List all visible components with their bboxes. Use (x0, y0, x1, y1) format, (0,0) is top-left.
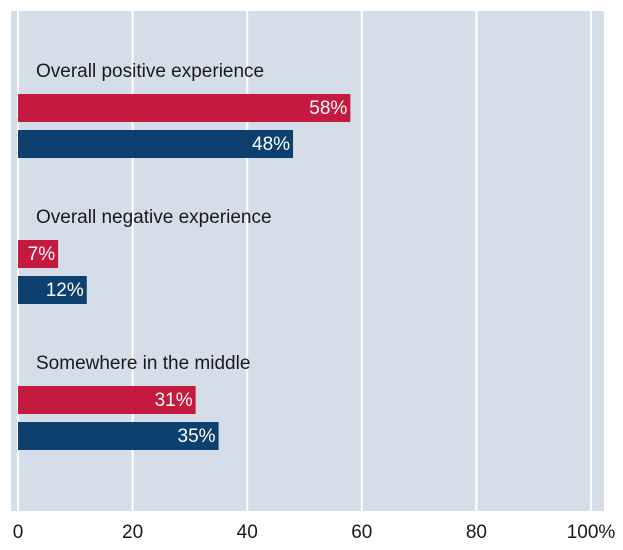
category-label: Overall positive experience (36, 61, 264, 82)
value-label: 48% (252, 134, 290, 155)
bar (18, 276, 87, 304)
category-label: Somewhere in the middle (36, 353, 250, 374)
value-label: 58% (309, 98, 347, 119)
bar (18, 422, 219, 450)
x-tick-label: 0 (13, 522, 24, 543)
bar (18, 130, 294, 158)
category-label: Overall negative experience (36, 207, 272, 228)
value-label: 31% (155, 390, 193, 411)
bar (18, 94, 351, 122)
x-tick-label: 20 (122, 522, 143, 543)
x-tick-label: 80 (466, 522, 487, 543)
bar (18, 386, 196, 414)
value-label: 35% (178, 426, 216, 447)
bar (18, 240, 59, 268)
value-label: 7% (28, 244, 56, 265)
x-tick-label: 100% (567, 522, 616, 543)
value-label: 12% (46, 280, 84, 301)
x-tick-label: 60 (351, 522, 372, 543)
x-tick-label: 40 (237, 522, 258, 543)
